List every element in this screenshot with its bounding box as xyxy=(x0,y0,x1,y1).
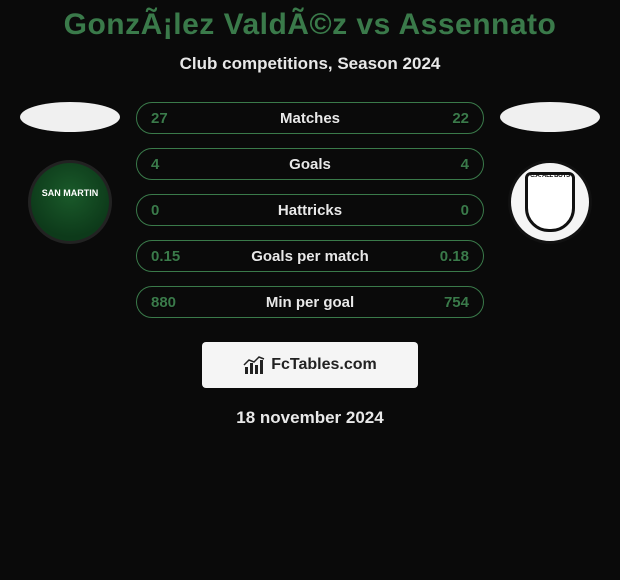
brand-badge: FcTables.com xyxy=(202,342,418,388)
stat-left-value: 0 xyxy=(151,202,191,219)
left-player-col: SAN MARTIN xyxy=(20,102,120,244)
stat-row-min-per-goal: 880 Min per goal 754 xyxy=(136,286,484,318)
brand-text: FcTables.com xyxy=(271,356,377,374)
stat-label: Goals per match xyxy=(251,248,369,265)
right-player-col: C.A. ALL BOYS xyxy=(500,102,600,244)
date-line: 18 november 2024 xyxy=(0,408,620,428)
stat-left-value: 4 xyxy=(151,156,191,173)
stat-right-value: 0.18 xyxy=(429,248,469,265)
stats-column: 27 Matches 22 4 Goals 4 0 Hattricks 0 0.… xyxy=(136,102,484,318)
chart-icon xyxy=(243,356,265,374)
right-club-crest: C.A. ALL BOYS xyxy=(508,160,592,244)
left-club-crest: SAN MARTIN xyxy=(28,160,112,244)
stat-right-value: 4 xyxy=(429,156,469,173)
page-title: GonzÃ¡lez ValdÃ©z vs Assennato xyxy=(0,8,620,42)
right-crest-text: C.A. ALL BOYS xyxy=(528,173,572,179)
stat-right-value: 22 xyxy=(429,110,469,127)
stat-label: Min per goal xyxy=(266,294,354,311)
stat-label: Matches xyxy=(280,110,340,127)
stat-row-goals-per-match: 0.15 Goals per match 0.18 xyxy=(136,240,484,272)
stat-left-value: 27 xyxy=(151,110,191,127)
stat-label: Hattricks xyxy=(278,202,342,219)
subtitle: Club competitions, Season 2024 xyxy=(0,54,620,74)
left-nation-ellipse xyxy=(20,102,120,132)
main-row: SAN MARTIN 27 Matches 22 4 Goals 4 0 Hat… xyxy=(0,102,620,318)
right-crest-shield: C.A. ALL BOYS xyxy=(525,172,575,232)
left-crest-text: SAN MARTIN xyxy=(42,189,99,199)
stat-row-matches: 27 Matches 22 xyxy=(136,102,484,134)
stat-row-goals: 4 Goals 4 xyxy=(136,148,484,180)
stat-left-value: 0.15 xyxy=(151,248,191,265)
stat-left-value: 880 xyxy=(151,294,191,311)
stat-right-value: 754 xyxy=(429,294,469,311)
comparison-card: GonzÃ¡lez ValdÃ©z vs Assennato Club comp… xyxy=(0,0,620,428)
stat-row-hattricks: 0 Hattricks 0 xyxy=(136,194,484,226)
right-nation-ellipse xyxy=(500,102,600,132)
stat-label: Goals xyxy=(289,156,331,173)
stat-right-value: 0 xyxy=(429,202,469,219)
